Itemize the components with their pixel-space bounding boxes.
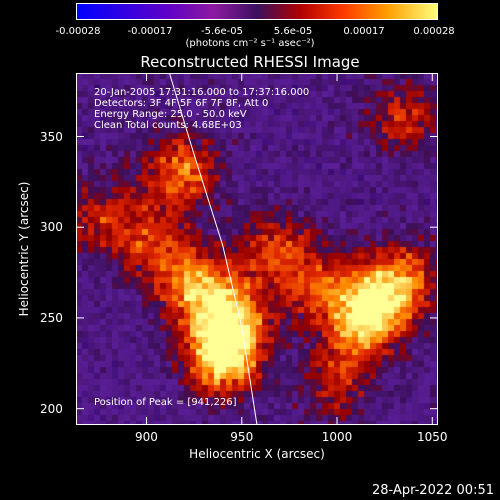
plot-overlay xyxy=(76,73,438,425)
annotation-detectors: Detectors: 3F 4F 5F 6F 7F 8F, Att 0 xyxy=(94,98,269,109)
x-tick-label: 950 xyxy=(230,430,254,444)
x-axis-label: Heliocentric X (arcsec) xyxy=(189,447,325,461)
annotation-clean-counts: Clean Total counts: 4.68E+03 xyxy=(94,120,242,131)
x-tick-label: 1000 xyxy=(321,430,353,444)
x-tick-label: 1050 xyxy=(417,430,448,444)
timestamp: 28-Apr-2022 00:51 xyxy=(372,483,494,498)
solar-limb-curve xyxy=(168,73,258,425)
colorbar-tick: -0.00017 xyxy=(127,26,173,37)
heatmap-image xyxy=(76,73,438,425)
annotation-time-range: 20-Jan-2005 17:31:16.000 to 17:37:16.000 xyxy=(94,87,310,98)
colorbar-tick: -0.00028 xyxy=(55,26,101,37)
plot-area: 20-Jan-2005 17:31:16.000 to 17:37:16.000… xyxy=(76,73,438,425)
y-tick-label: 250 xyxy=(40,310,63,325)
colorbar-tick: 0.00017 xyxy=(343,26,385,37)
y-axis-label: Heliocentric Y (arcsec) xyxy=(17,181,31,317)
annotation-energy-range: Energy Range: 25.0 - 50.0 keV xyxy=(94,109,247,120)
colorbar-tick: -5.6e-05 xyxy=(201,26,243,37)
x-tick-label: 900 xyxy=(135,430,158,444)
y-tick-label: 350 xyxy=(40,129,63,144)
chart-title: Reconstructed RHESSI Image xyxy=(140,53,360,71)
y-tick-label: 300 xyxy=(40,220,63,235)
colorbar-tick: 0.00028 xyxy=(413,26,455,37)
colorbar-unit-label: (photons cm⁻² s⁻¹ asec⁻²) xyxy=(185,38,315,49)
annotation-peak-position: Position of Peak = [941,226] xyxy=(94,397,237,408)
colorbar-tick: 5.6e-05 xyxy=(273,26,313,37)
colorbar xyxy=(76,3,438,20)
y-tick-label: 200 xyxy=(40,401,63,416)
